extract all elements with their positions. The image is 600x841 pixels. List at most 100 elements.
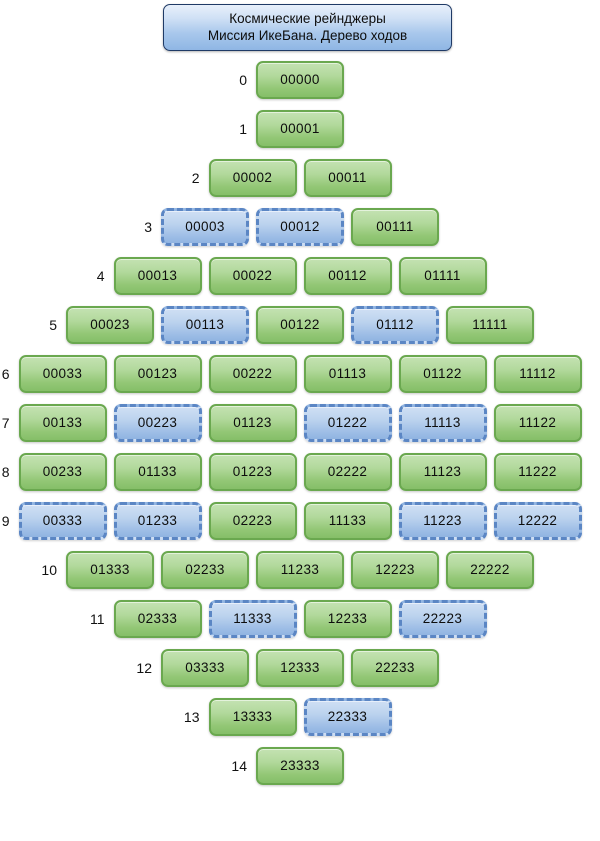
tree-node[interactable]: 22333	[303, 697, 392, 736]
tree-node[interactable]: 22223	[398, 599, 487, 638]
tree-node[interactable]: 01123	[208, 403, 297, 442]
tree-row-index-label: 14	[231, 757, 247, 774]
tree-node[interactable]: 00000	[256, 60, 344, 99]
title-line-2: Миссия ИкеБана. Дерево ходов	[207, 27, 408, 43]
tree-row-nodes: 03333 12333 22233	[161, 648, 439, 687]
tree-row: 13333 22333 13	[0, 692, 600, 741]
tree-row: 00133 00223 01123 01222 11113 11122 7	[0, 398, 600, 447]
tree-node[interactable]: 00112	[303, 256, 392, 295]
tree-row: 03333 12333 22233 12	[0, 643, 600, 692]
tree-row-index-label: 7	[1, 414, 10, 431]
tree-row-nodes: 00333 01233 02223 11133 11223 12222	[18, 501, 582, 540]
tree-node[interactable]: 11122	[493, 403, 582, 442]
tree-node[interactable]: 00333	[18, 501, 107, 540]
tree-node[interactable]: 00223	[113, 403, 202, 442]
tree-row-index-label: 10	[41, 561, 57, 578]
tree-node[interactable]: 11133	[303, 501, 392, 540]
tree-row-index-label: 11	[89, 610, 105, 627]
tree-node[interactable]: 00001	[256, 109, 344, 148]
tree-node[interactable]: 01133	[113, 452, 202, 491]
tree-row-nodes: 00003 00012 00111	[161, 207, 439, 246]
tree-node[interactable]: 11123	[398, 452, 487, 491]
tree-row: 00003 00012 00111 3	[0, 202, 600, 251]
tree-node[interactable]: 01122	[398, 354, 487, 393]
tree-node[interactable]: 00133	[18, 403, 107, 442]
tree-node[interactable]: 02233	[161, 550, 249, 589]
tree-rows-container: 00000 0 00001 1 00002 00011 2 00003 00012 00111 3 0…	[0, 55, 600, 790]
tree-row: 00002 00011 2	[0, 153, 600, 202]
tree-row: 01333 02233 11233 12223 22222 10	[0, 545, 600, 594]
tree-row-nodes: 00033 00123 00222 01113 01122 11112	[18, 354, 582, 393]
tree-node[interactable]: 02333	[113, 599, 202, 638]
tree-node[interactable]: 00023	[66, 305, 154, 344]
tree-row-nodes: 13333 22333	[208, 697, 392, 736]
tree-row-index-label: 2	[191, 169, 200, 186]
tree-row-index-label: 13	[183, 708, 200, 725]
tree-node[interactable]: 12222	[493, 501, 582, 540]
tree-node[interactable]: 01113	[303, 354, 392, 393]
tree-node[interactable]: 01333	[66, 550, 154, 589]
tree-node[interactable]: 13333	[208, 697, 297, 736]
tree-node[interactable]: 00122	[256, 305, 344, 344]
tree-node[interactable]: 11111	[446, 305, 534, 344]
tree-node[interactable]: 00033	[18, 354, 107, 393]
tree-node[interactable]: 03333	[161, 648, 249, 687]
tree-node[interactable]: 11112	[493, 354, 582, 393]
tree-node[interactable]: 00003	[161, 207, 249, 246]
tree-row: 23333 14	[0, 741, 600, 790]
tree-node[interactable]: 12333	[256, 648, 344, 687]
tree-row: 00001 1	[0, 104, 600, 153]
tree-node[interactable]: 00002	[208, 158, 297, 197]
tree-row-nodes: 23333	[256, 746, 344, 785]
tree-node[interactable]: 11223	[398, 501, 487, 540]
tree-node[interactable]: 11113	[398, 403, 487, 442]
tree-node[interactable]: 00222	[208, 354, 297, 393]
tree-row: 00233 01133 01223 02222 11123 11222 8	[0, 447, 600, 496]
tree-node[interactable]: 11222	[493, 452, 582, 491]
tree-row-index-label: 9	[1, 512, 10, 529]
tree-node[interactable]: 01223	[208, 452, 297, 491]
tree-row: 00000 0	[0, 55, 600, 104]
tree-row: 00333 01233 02223 11133 11223 12222 9	[0, 496, 600, 545]
tree-row: 02333 11333 12233 22223 11	[0, 594, 600, 643]
tree-row-nodes: 00233 01133 01223 02222 11123 11222	[18, 452, 582, 491]
tree-row-index-label: 12	[136, 659, 152, 676]
tree-node[interactable]: 00123	[113, 354, 202, 393]
tree-node[interactable]: 00111	[351, 207, 439, 246]
tree-node[interactable]: 00012	[256, 207, 344, 246]
tree-row: 00013 00022 00112 01111 4	[0, 251, 600, 300]
tree-row-index-label: 3	[144, 218, 152, 235]
tree-node[interactable]: 01233	[113, 501, 202, 540]
tree-node[interactable]: 23333	[256, 746, 344, 785]
tree-row-index-label: 5	[49, 316, 57, 333]
tree-node[interactable]: 22222	[446, 550, 534, 589]
tree-row-index-label: 0	[239, 71, 247, 88]
tree-node[interactable]: 02222	[303, 452, 392, 491]
tree-row-nodes: 00002 00011	[208, 158, 392, 197]
tree-node[interactable]: 00011	[303, 158, 392, 197]
tree-node[interactable]: 01112	[351, 305, 439, 344]
tree-row-index-label: 4	[96, 267, 105, 284]
tree-node[interactable]: 12223	[351, 550, 439, 589]
tree-node[interactable]: 00233	[18, 452, 107, 491]
tree-row: 00033 00123 00222 01113 01122 11112 6	[0, 349, 600, 398]
tree-node[interactable]: 00113	[161, 305, 249, 344]
tree-node[interactable]: 12233	[303, 599, 392, 638]
tree-row: 00023 00113 00122 01112 11111 5	[0, 300, 600, 349]
tree-node[interactable]: 01111	[398, 256, 487, 295]
tree-node[interactable]: 00013	[113, 256, 202, 295]
tree-row-nodes: 02333 11333 12233 22223	[113, 599, 487, 638]
tree-node[interactable]: 11333	[208, 599, 297, 638]
tree-node[interactable]: 02223	[208, 501, 297, 540]
diagram-title-card: Космические рейнджеры Миссия ИкеБана. Де…	[163, 4, 452, 51]
tree-row-nodes: 00013 00022 00112 01111	[113, 256, 487, 295]
tree-node[interactable]: 01222	[303, 403, 392, 442]
tree-row-index-label: 8	[1, 463, 10, 480]
tree-node[interactable]: 11233	[256, 550, 344, 589]
tree-row-index-label: 1	[239, 120, 247, 137]
tree-row-index-label: 6	[1, 365, 10, 382]
tree-row-nodes: 00000	[256, 60, 344, 99]
tree-node[interactable]: 00022	[208, 256, 297, 295]
tree-node[interactable]: 22233	[351, 648, 439, 687]
